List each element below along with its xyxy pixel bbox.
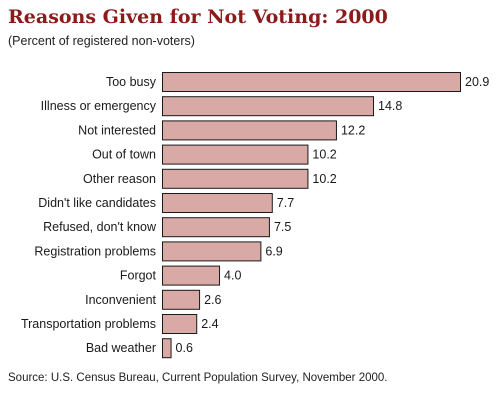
- category-label: Transportation problems: [21, 317, 156, 331]
- bar: [162, 193, 273, 213]
- bar: [162, 217, 270, 238]
- category-label: Forgot: [120, 269, 157, 283]
- value-label: 4.0: [224, 269, 241, 283]
- bars-layer: Too busy 20.9 Illness or emergency 14.8 Not …: [21, 72, 489, 359]
- category-label: Illness or emergency: [41, 99, 157, 113]
- chart-title: Reasons Given for Not Voting: 2000: [8, 6, 388, 28]
- bar: [162, 120, 337, 141]
- bar: [162, 314, 198, 334]
- category-label: Inconvenient: [85, 293, 156, 307]
- bar-chart: Too busy 20.9 Illness or emergency 14.8 Not …: [21, 72, 489, 359]
- category-label: Out of town: [92, 148, 156, 162]
- value-label: 6.9: [265, 244, 282, 258]
- category-label: Not interested: [78, 123, 156, 137]
- category-label: Registration problems: [34, 244, 156, 258]
- chart-subtitle: (Percent of registered non-voters): [8, 34, 195, 48]
- value-label: 0.6: [176, 341, 193, 355]
- category-label: Refused, don't know: [43, 220, 157, 234]
- value-label: 7.7: [277, 196, 294, 210]
- source-note: Source: U.S. Census Bureau, Current Popu…: [8, 372, 388, 384]
- value-label: 7.5: [274, 220, 291, 234]
- value-label: 12.2: [341, 123, 365, 137]
- value-label: 14.8: [378, 99, 402, 113]
- category-label: Bad weather: [86, 341, 156, 355]
- bar: [162, 265, 221, 286]
- value-label: 10.2: [312, 148, 336, 162]
- bar: [162, 72, 461, 92]
- value-label: 20.9: [465, 75, 489, 89]
- value-label: 10.2: [312, 172, 336, 186]
- bar: [162, 289, 201, 310]
- bar: [162, 168, 309, 189]
- bar: [162, 144, 309, 165]
- value-label: 2.6: [204, 293, 221, 307]
- bar: [162, 96, 375, 117]
- bar: [162, 338, 172, 359]
- category-label: Didn't like candidates: [38, 196, 156, 210]
- bar: [162, 241, 262, 262]
- category-label: Too busy: [106, 75, 157, 89]
- value-label: 2.4: [201, 317, 218, 331]
- category-label: Other reason: [83, 172, 156, 186]
